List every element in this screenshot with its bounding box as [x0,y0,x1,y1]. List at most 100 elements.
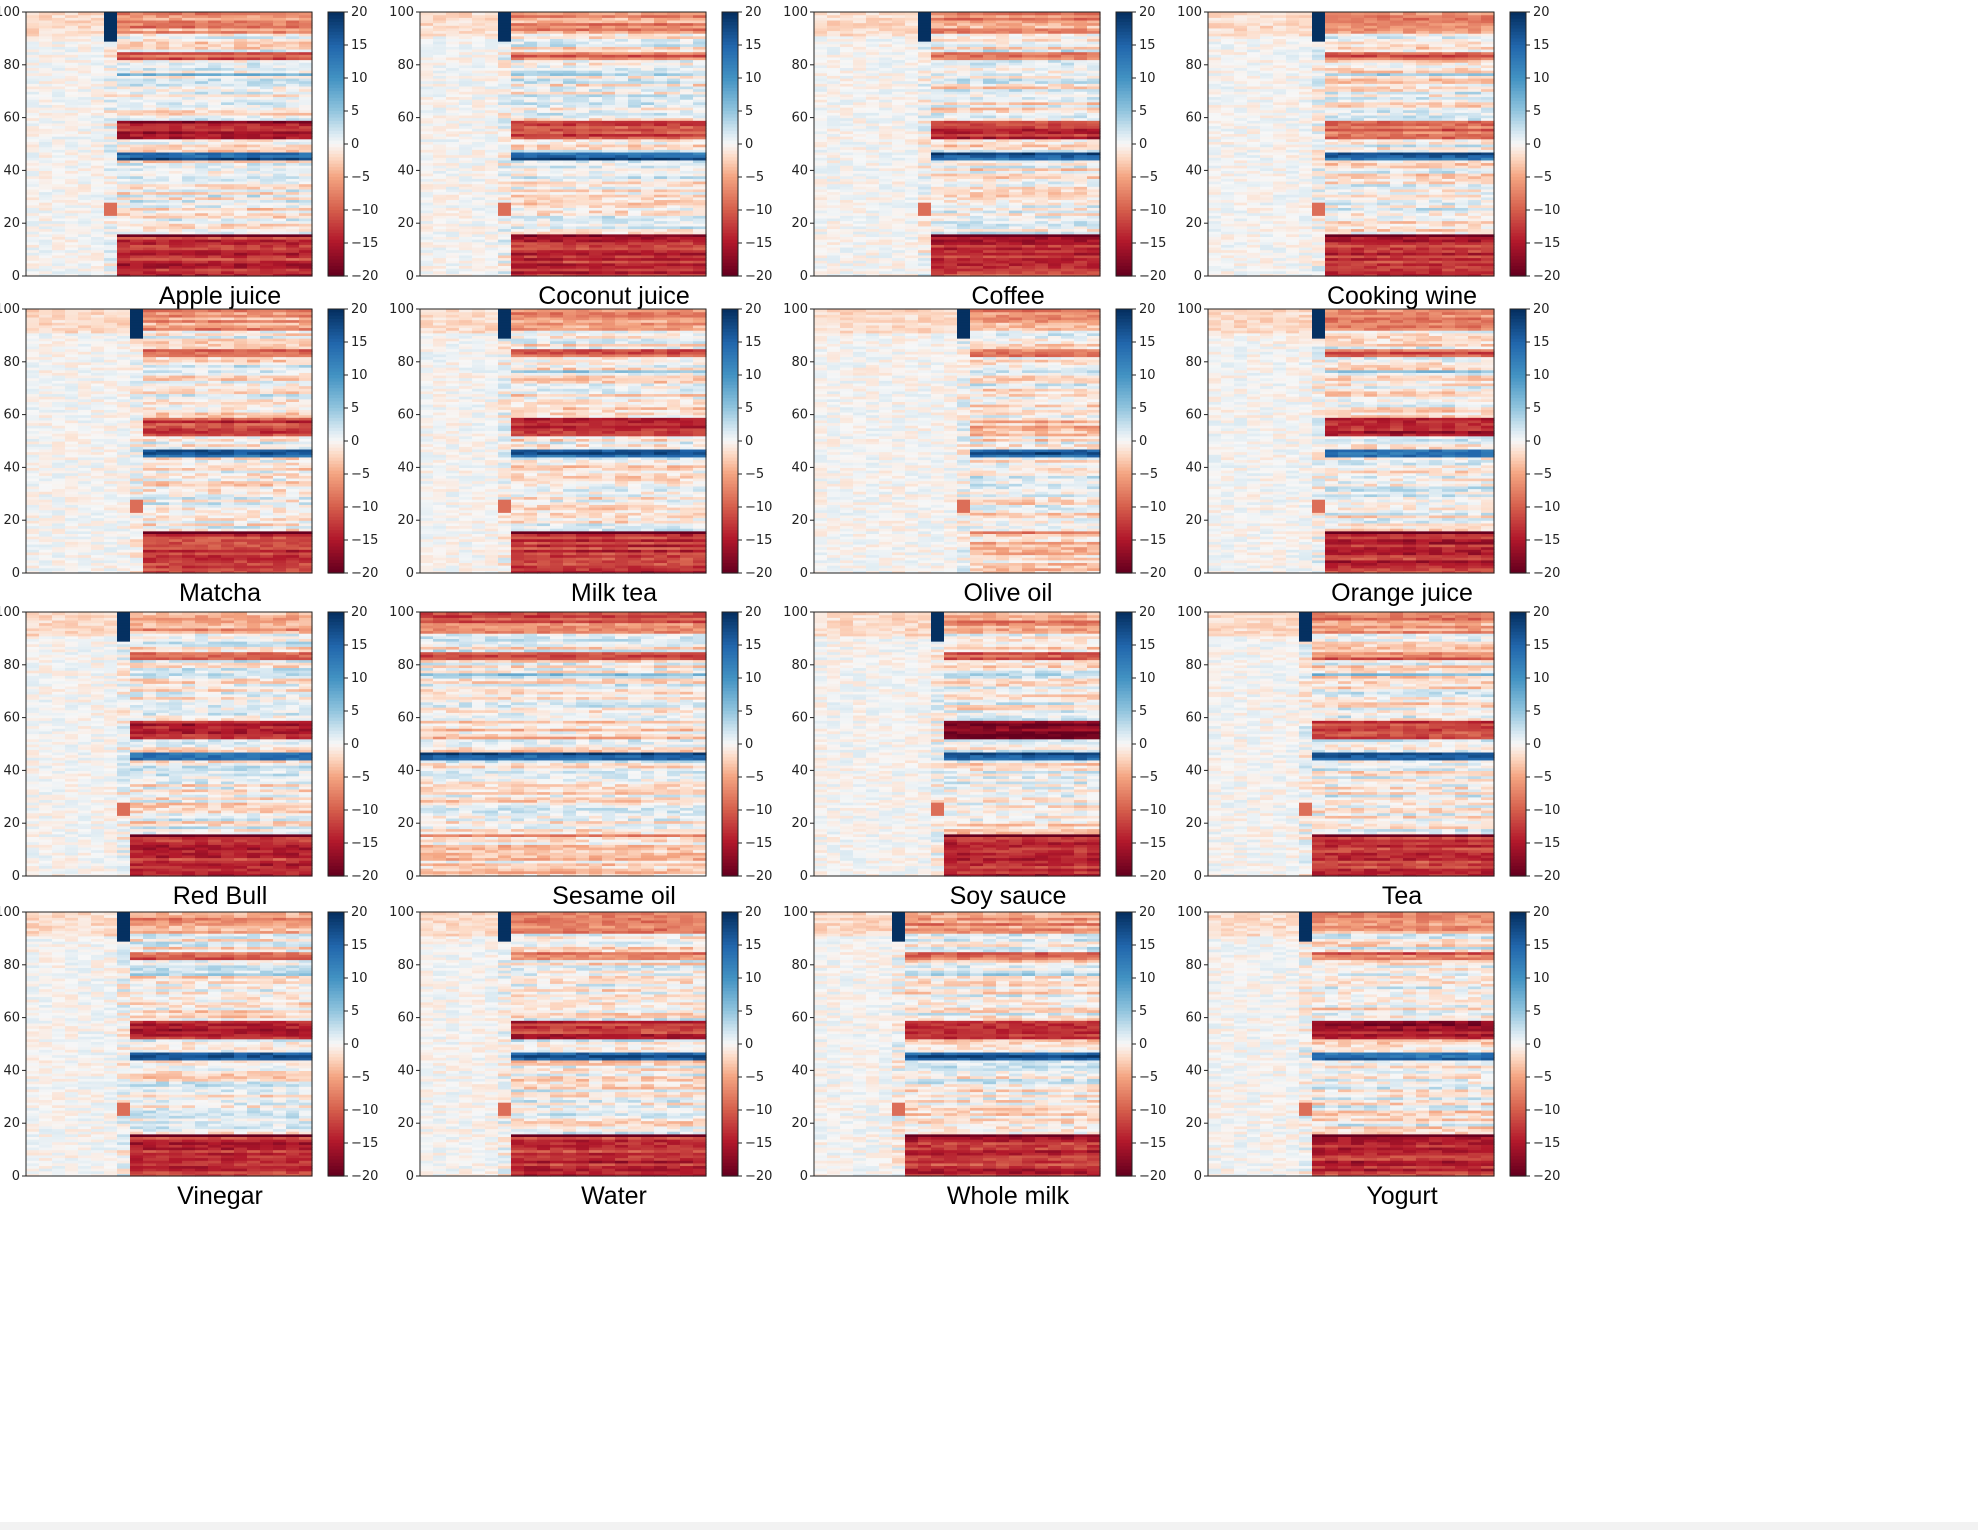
heatmap-cell [130,165,144,169]
heatmap-cell [576,154,590,158]
heatmap-cell [39,91,53,95]
heatmap-cell [459,80,473,84]
heatmap-cell [130,265,144,269]
heatmap-cell [156,96,170,100]
heatmap-cell [576,157,590,161]
heatmap-cell [260,254,274,259]
heatmap-cell [667,199,681,203]
heatmap-cell [840,30,854,34]
heatmap-cell [472,112,486,116]
heatmap-cell [628,54,642,58]
heatmap-cell [602,114,616,119]
heatmap-cell [641,114,655,119]
heatmap-cell [156,59,170,63]
heatmap-cell [615,175,629,179]
heatmap-cell [524,112,538,116]
heatmap-cell [589,64,603,69]
heatmap-cell [840,46,854,50]
heatmap-cell [26,117,40,121]
heatmap-cell [247,191,261,195]
heatmap-cell [524,217,538,222]
heatmap-cell [615,170,629,174]
heatmap-cell [459,27,473,32]
heatmap-cell [208,186,222,190]
heatmap-cell [550,99,564,103]
heatmap-cell [628,136,642,140]
heatmap-cell [260,228,274,232]
heatmap-cell [52,96,66,100]
heatmap-cell [221,154,235,158]
heatmap-cell [667,257,681,261]
heatmap-cell [459,30,473,34]
heatmap-cell [615,133,629,137]
heatmap-cell [615,204,629,208]
heatmap-cell [208,228,222,232]
heatmap-cell [117,72,131,76]
heatmap-cell [130,254,144,259]
heatmap-cell [498,223,512,227]
heatmap-cell [52,41,66,45]
heatmap-cell [156,38,170,42]
heatmap-cell [234,249,248,253]
heatmap-cell [628,241,642,245]
heatmap-cell [156,72,170,76]
colorbar-segment [722,45,738,49]
heatmap-cell [485,170,499,174]
heatmap-cell [78,215,92,219]
heatmap-cell [472,273,486,277]
heatmap-cell [182,130,196,135]
heatmap-cell [615,138,629,142]
heatmap-cell [485,231,499,235]
heatmap-cell [511,12,525,16]
heatmap-cell [563,48,577,53]
heatmap-cell [485,173,499,177]
heatmap-cell [143,38,157,42]
heatmap-cell [641,215,655,219]
heatmap-cell [260,223,274,227]
heatmap-cell [260,67,274,71]
heatmap-cell [814,25,828,29]
heatmap-cell [576,17,590,21]
heatmap-cell [247,80,261,84]
heatmap-cell [576,228,590,232]
heatmap-cell [511,220,525,224]
heatmap-cell [511,91,525,95]
heatmap-cell [693,19,707,24]
heatmap-cell [446,159,460,164]
heatmap-cell [654,151,668,156]
heatmap-cell [299,120,313,124]
heatmap-cell [814,33,828,37]
heatmap-cell [39,27,53,32]
heatmap-cell [814,72,828,76]
heatmap-cell [52,212,66,216]
heatmap-cell [498,104,512,108]
heatmap-cell [182,236,196,240]
heatmap-cell [65,170,79,174]
heatmap-cell [628,262,642,267]
heatmap-cell [433,157,447,161]
heatmap-cell [589,93,603,98]
heatmap-cell [104,30,118,34]
heatmap-cell [169,25,183,29]
heatmap-cell [537,51,551,55]
heatmap-cell [182,101,196,105]
heatmap-cell [615,270,629,274]
heatmap-cell [498,196,512,201]
heatmap-cell [589,70,603,74]
colorbar-segment [328,58,344,63]
heatmap-cell [667,101,681,105]
heatmap-cell [511,151,525,156]
heatmap-cell [78,178,92,182]
heatmap-cell [273,186,287,190]
heatmap-cell [143,146,157,150]
heatmap-cell [840,109,854,113]
heatmap-cell [667,88,681,92]
heatmap-cell [65,159,79,164]
heatmap-cell [169,88,183,92]
heatmap-cell [485,72,499,76]
heatmap-cell [511,54,525,58]
heatmap-cell [420,54,434,58]
y-tick-label: 80 [3,58,20,73]
heatmap-cell [814,141,828,145]
heatmap-cell [221,43,235,47]
